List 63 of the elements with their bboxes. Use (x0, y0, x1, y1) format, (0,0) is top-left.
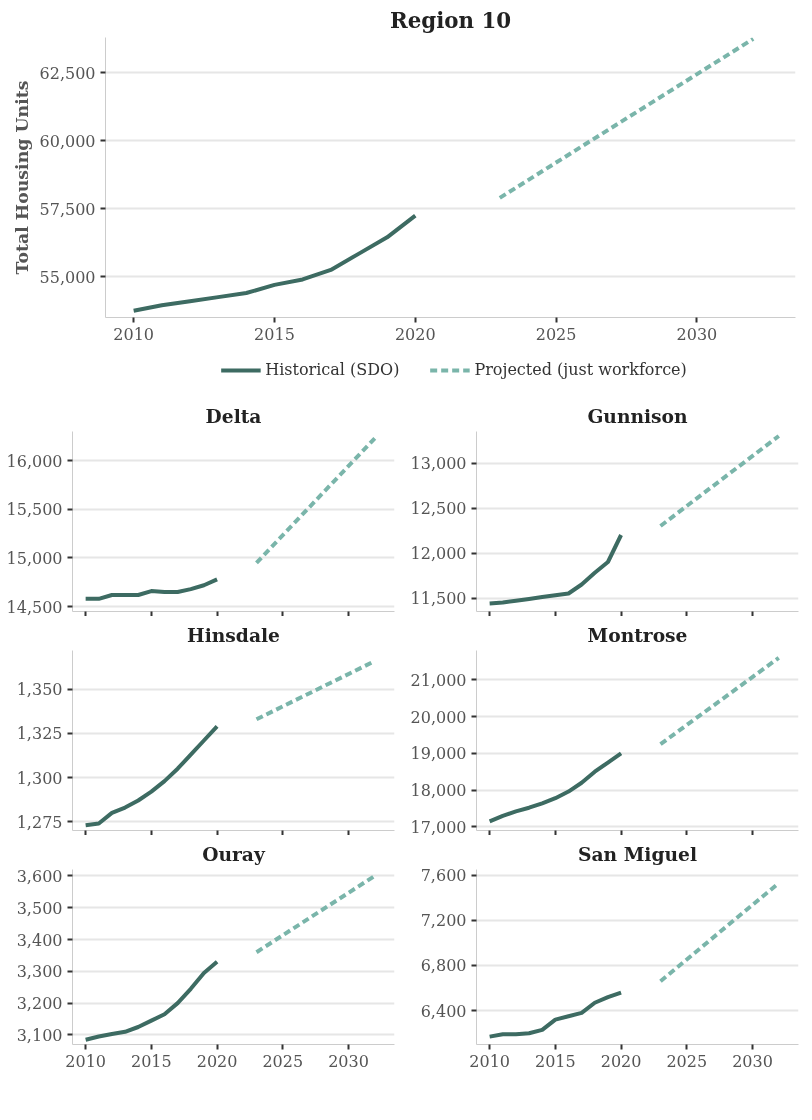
y-tick-label: 6,800 (420, 956, 467, 976)
y-tick-label: 11,500 (410, 589, 467, 608)
y-tick-label: 1,300 (16, 768, 63, 788)
y-tick-label: 55,000 (39, 267, 96, 287)
x-tick-label: 2020 (394, 324, 436, 344)
y-tick-label: 57,500 (39, 199, 96, 219)
y-tick-label: 12,000 (410, 544, 467, 563)
chart-title: Ouray (202, 842, 266, 865)
y-tick-label: 19,000 (410, 744, 467, 764)
line-series (83, 959, 220, 1042)
x-tick-label: 2025 (262, 1051, 304, 1071)
x-tick-label: 2025 (535, 324, 577, 344)
y-tick-label: 7,200 (420, 911, 467, 931)
y-axis-title: Total Housing Units (11, 80, 32, 275)
chart-title: Region 10 (389, 7, 512, 33)
line-series (131, 213, 418, 313)
x-tick-label: 2020 (196, 1051, 238, 1071)
line-series (487, 751, 624, 824)
x-tick-label: 2010 (469, 1051, 510, 1071)
y-tick-label: 3,300 (16, 962, 63, 982)
legend-label: Historical (SDO) (265, 360, 400, 379)
y-tick-label: 16,000 (6, 451, 63, 471)
chart-title: Gunnison (587, 404, 689, 427)
y-tick-label: 7,600 (420, 866, 467, 886)
line-series (83, 724, 220, 828)
y-tick-label: 3,200 (16, 994, 63, 1014)
x-tick-label: 2010 (113, 324, 155, 344)
y-tick-label: 1,325 (16, 724, 63, 744)
y-tick-label: 1,350 (16, 680, 63, 700)
line-series (487, 533, 624, 606)
y-tick-label: 6,400 (420, 1001, 467, 1021)
x-tick-label: 2010 (65, 1051, 106, 1071)
x-tick-label: 2025 (666, 1051, 708, 1071)
chart-title: Montrose (587, 623, 688, 646)
y-tick-label: 13,000 (410, 454, 467, 473)
y-tick-label: 60,000 (39, 131, 96, 151)
y-tick-label: 1,275 (16, 812, 63, 832)
y-tick-label: 21,000 (410, 670, 467, 690)
y-tick-label: 3,400 (16, 930, 63, 950)
y-tick-label: 15,000 (6, 548, 63, 568)
y-tick-label: 18,000 (410, 781, 467, 801)
x-tick-label: 2015 (131, 1051, 172, 1071)
y-tick-label: 15,500 (6, 500, 63, 520)
chart-title: Delta (205, 404, 262, 427)
y-tick-label: 3,500 (16, 898, 63, 918)
legend-label: Projected (just workforce) (474, 360, 687, 379)
y-tick-label: 20,000 (410, 707, 467, 727)
x-tick-label: 2030 (732, 1051, 773, 1071)
y-tick-label: 3,100 (16, 1025, 63, 1045)
chart-title: San Miguel (578, 842, 697, 865)
line-series (83, 577, 220, 601)
x-tick-label: 2015 (254, 324, 295, 344)
line-series (487, 990, 624, 1039)
chart-title: Hinsdale (187, 623, 281, 646)
y-tick-label: 62,500 (39, 63, 96, 83)
y-tick-label: 17,000 (410, 817, 467, 837)
x-tick-label: 2030 (676, 324, 718, 344)
x-tick-label: 2020 (600, 1051, 642, 1071)
y-tick-label: 3,600 (16, 866, 63, 886)
x-tick-label: 2030 (328, 1051, 369, 1071)
x-tick-label: 2015 (535, 1051, 576, 1071)
y-tick-label: 14,500 (6, 597, 63, 617)
y-tick-label: 12,500 (410, 499, 467, 518)
